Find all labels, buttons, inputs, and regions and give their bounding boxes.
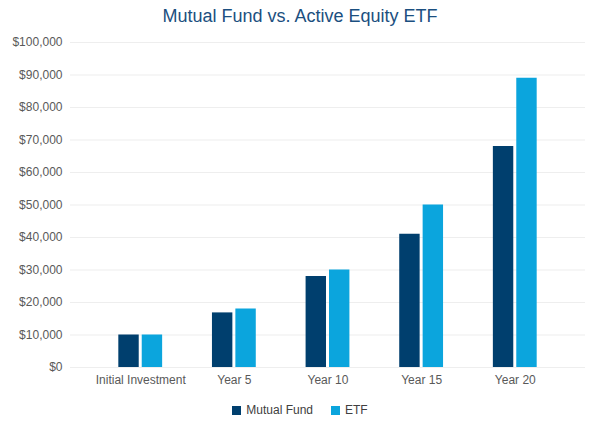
svg-text:$30,000: $30,000: [19, 263, 63, 277]
svg-text:Year 20: Year 20: [495, 373, 536, 387]
svg-text:Initial Investment: Initial Investment: [96, 373, 187, 387]
svg-text:$40,000: $40,000: [19, 230, 63, 244]
svg-text:$90,000: $90,000: [19, 68, 63, 82]
html-text:Mutual Fund vs. Active Equity: Mutual Fund vs. Active Equity ETF: [162, 6, 438, 26]
svg-text:$0: $0: [49, 360, 63, 374]
svg-text:Year 5: Year 5: [217, 373, 252, 387]
svg-text:Year 10: Year 10: [308, 373, 349, 387]
svg-text:$10,000: $10,000: [19, 328, 63, 342]
svg-text:Year 15: Year 15: [401, 373, 442, 387]
svg-text:$70,000: $70,000: [19, 133, 63, 147]
svg-text:$100,000: $100,000: [12, 35, 62, 49]
html-text:ETF: ETF: [345, 403, 368, 417]
svg-text:$80,000: $80,000: [19, 100, 63, 114]
html-text:Mutual Fund: Mutual Fund: [246, 403, 313, 417]
svg-text:$50,000: $50,000: [19, 198, 63, 212]
svg-text:$60,000: $60,000: [19, 165, 63, 179]
svg-text:$20,000: $20,000: [19, 295, 63, 309]
